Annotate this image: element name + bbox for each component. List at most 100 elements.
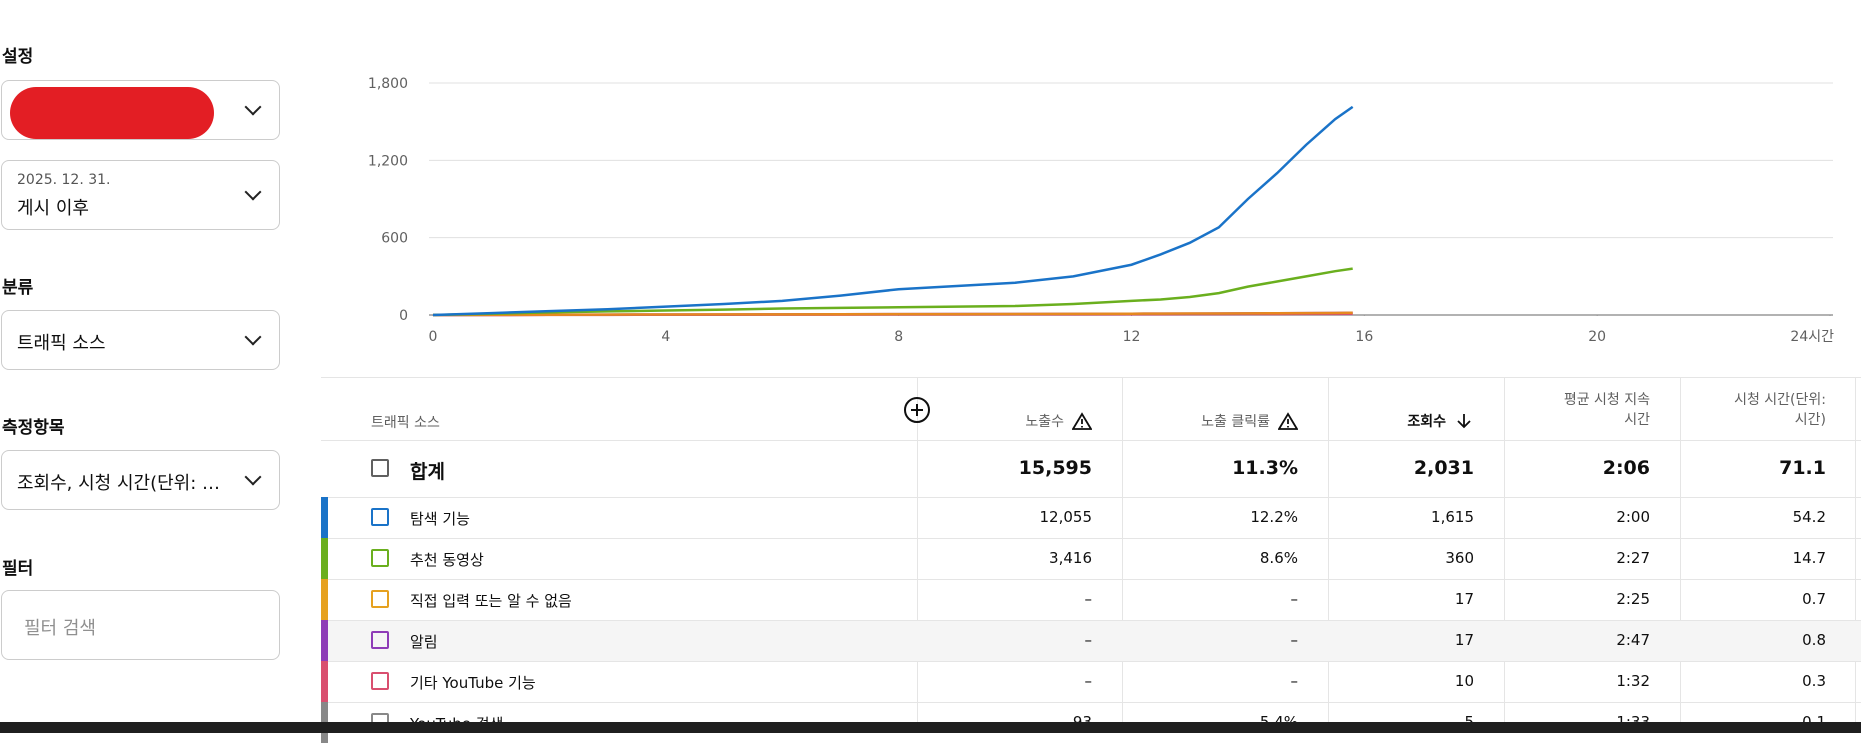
header-cell: 평균 시청 지속 시간 xyxy=(1563,392,1650,428)
date-range: 게시 이후 xyxy=(17,198,89,219)
series-line xyxy=(432,311,1353,317)
row-cell: 14.7 xyxy=(1792,549,1826,567)
row-cell: 기타 YouTube 기능 xyxy=(410,674,536,692)
row-cell: 2:00 xyxy=(1616,508,1650,526)
row-line xyxy=(321,538,1861,539)
row-line xyxy=(321,579,1861,580)
row-highlight xyxy=(321,621,1861,661)
row-line xyxy=(321,440,1861,441)
total-cell: 2,031 xyxy=(1413,457,1474,479)
column-divider xyxy=(1328,377,1329,722)
row-color-strip xyxy=(321,661,328,702)
row-cell: 3,416 xyxy=(1049,549,1092,567)
row-cell: 360 xyxy=(1445,549,1474,567)
table-top-line xyxy=(321,377,1861,378)
column-divider xyxy=(1122,377,1123,722)
row-cell: – xyxy=(1290,631,1299,649)
icon-part xyxy=(1277,412,1299,430)
row-cell: 17 xyxy=(1454,631,1474,649)
total-cell: 71.1 xyxy=(1779,457,1826,479)
metrics: 조회수, 시청 시간(단위: … xyxy=(17,473,221,494)
row-cell: 1,615 xyxy=(1431,508,1474,526)
y-tick-label: 0 xyxy=(399,308,408,324)
redaction xyxy=(10,87,214,139)
row-cell: 54.2 xyxy=(1792,508,1826,526)
category-select[interactable]: 트래픽 소스 xyxy=(1,310,280,370)
filter-placeholder: 필터 검색 xyxy=(24,618,96,639)
channel-select[interactable] xyxy=(1,80,280,140)
icon-part xyxy=(911,404,923,416)
row-cell: 직접 입력 또는 알 수 없음 xyxy=(410,592,572,610)
metrics-select[interactable]: 조회수, 시청 시간(단위: … xyxy=(1,450,280,510)
row-cell: 2:27 xyxy=(1616,549,1650,567)
total-cell: 합계 xyxy=(410,461,445,483)
x-tick-label: 24시간 xyxy=(1790,329,1834,345)
header-cell: 노출수 xyxy=(1025,414,1064,430)
row-cell: 0.3 xyxy=(1802,672,1826,690)
row-cell: 1:32 xyxy=(1616,672,1650,690)
x-tick-label: 4 xyxy=(661,329,670,345)
filter-label: 필터 xyxy=(2,559,34,579)
settings-label: 설정 xyxy=(2,47,34,67)
x-tick-label: 8 xyxy=(894,329,903,345)
icon-part xyxy=(1071,412,1093,430)
icon-part xyxy=(1071,412,1093,430)
column-divider xyxy=(917,377,918,722)
x-tick-label: 12 xyxy=(1123,329,1141,345)
chart: 0 600 1,200 1,800 0 4 8 12 16 20 24시간 xyxy=(368,76,1834,345)
icon-part xyxy=(1457,414,1471,429)
header-cell: 트래픽 소스 xyxy=(371,415,440,431)
checkbox xyxy=(371,459,389,477)
header-icon xyxy=(1455,412,1473,434)
x-tick-label: 20 xyxy=(1588,329,1606,345)
header-cell: 시청 시간(단위: 시간) xyxy=(1734,392,1826,428)
row-line xyxy=(321,497,1861,498)
filter-input[interactable]: 필터 검색 xyxy=(1,590,280,660)
metrics-label: 측정항목 xyxy=(2,418,65,438)
checkbox xyxy=(371,549,389,567)
y-tick-label: 1,800 xyxy=(368,76,408,92)
checkbox xyxy=(371,590,389,608)
total-cell: 15,595 xyxy=(1018,457,1092,479)
taskbar-edge xyxy=(0,722,1861,733)
checkbox xyxy=(371,672,389,690)
series-line xyxy=(432,105,1354,317)
row-cell: 17 xyxy=(1454,590,1474,608)
row-color-strip xyxy=(321,497,328,538)
column-divider xyxy=(1855,377,1856,722)
row-cell: 탐색 기능 xyxy=(410,510,470,528)
date-select[interactable]: 2025. 12. 31. 게시 이후 xyxy=(1,160,280,230)
row-cell: 0.7 xyxy=(1802,590,1826,608)
row-cell: 8.6% xyxy=(1259,549,1298,567)
row-color-strip xyxy=(321,620,328,661)
header-cell: 노출 클릭률 xyxy=(1201,414,1270,430)
y-tick-label: 600 xyxy=(381,231,408,247)
row-cell: – xyxy=(1084,590,1093,608)
row-cell: 12,055 xyxy=(1039,508,1093,526)
row-cell: 추천 동영상 xyxy=(410,551,484,569)
row-cell: 0.8 xyxy=(1802,631,1826,649)
row-line xyxy=(321,702,1861,703)
column-divider xyxy=(1504,377,1505,722)
row-line xyxy=(321,661,1861,662)
row-cell: 12.2% xyxy=(1250,508,1298,526)
category-label: 분류 xyxy=(2,278,34,298)
row-line xyxy=(321,620,1861,621)
category: 트래픽 소스 xyxy=(17,333,106,354)
total-cell: 11.3% xyxy=(1232,457,1298,479)
row-cell: – xyxy=(1290,672,1299,690)
date: 2025. 12. 31. xyxy=(17,172,111,188)
icon-part xyxy=(904,397,930,423)
header-icon xyxy=(1277,412,1299,434)
row-cell: 10 xyxy=(1454,672,1474,690)
table: 트래픽 소스 노출수 노출 클릭률 조회수 평균 시청 지속 시간 시청 시간(단위: 시… xyxy=(321,377,1861,743)
row-cell: 2:25 xyxy=(1616,590,1650,608)
y-tick-label: 1,200 xyxy=(368,153,408,169)
row-color-strip xyxy=(321,579,328,620)
x-tick-label: 16 xyxy=(1355,329,1373,345)
checkbox xyxy=(371,508,389,526)
header-icon xyxy=(1071,412,1093,434)
series-line xyxy=(432,267,1353,317)
x-tick-label: 0 xyxy=(429,329,438,345)
